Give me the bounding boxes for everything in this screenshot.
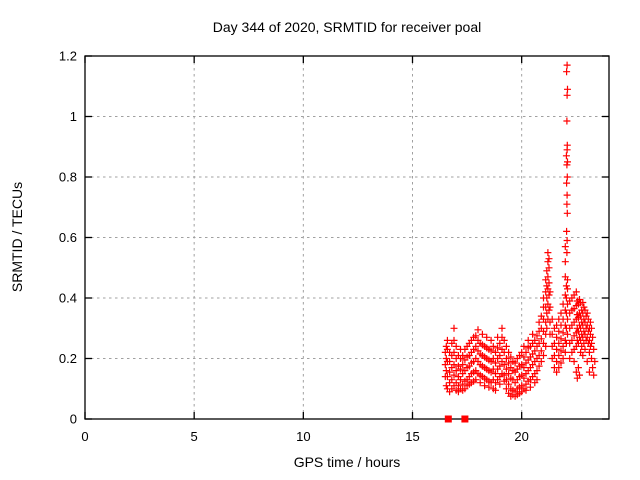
zero-marker (461, 415, 469, 423)
chart-title: Day 344 of 2020, SRMTID for receiver poa… (212, 19, 482, 35)
y-tick-label: 1.2 (59, 49, 77, 64)
y-tick-label: 0 (70, 412, 77, 427)
x-tick-label: 20 (514, 429, 528, 444)
x-tick-label: 0 (81, 429, 88, 444)
y-tick-label: 0.2 (59, 351, 77, 366)
scatter-points (441, 61, 599, 400)
y-axis-title: SRMTID / TECUs (9, 181, 25, 293)
y-tick-label: 0.4 (59, 291, 77, 306)
y-tick-label: 1 (70, 109, 77, 124)
x-tick-label: 5 (191, 429, 198, 444)
x-tick-label: 10 (296, 429, 310, 444)
x-tick-label: 15 (405, 429, 419, 444)
x-axis-title: GPS time / hours (293, 454, 401, 470)
y-tick-label: 0.8 (59, 170, 77, 185)
zero-marker (444, 415, 452, 423)
y-tick-label: 0.6 (59, 230, 77, 245)
